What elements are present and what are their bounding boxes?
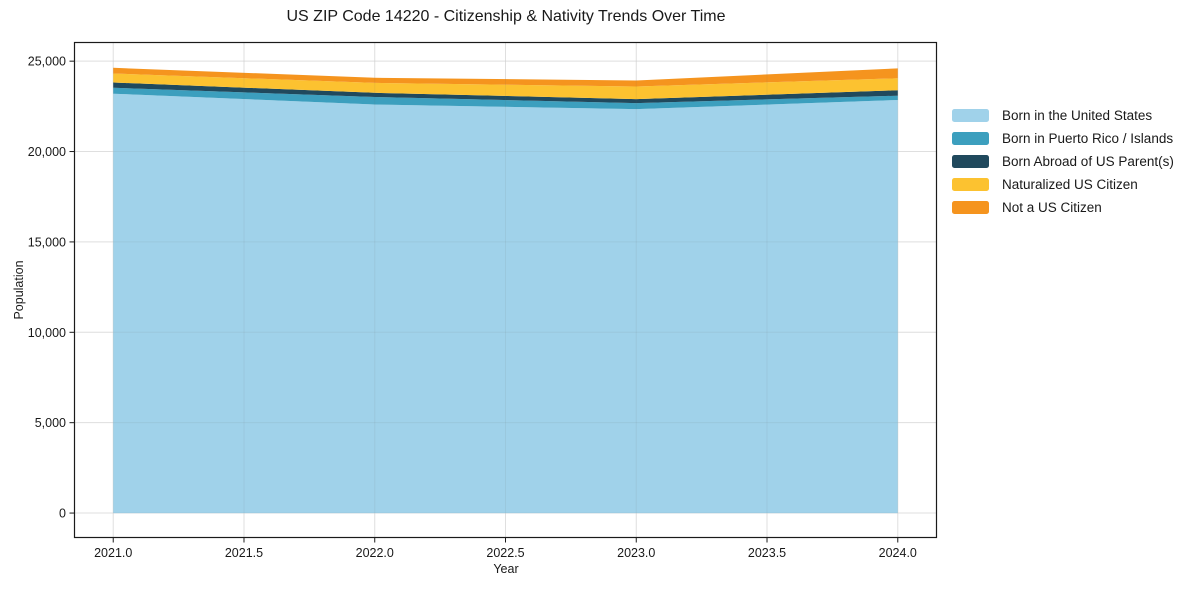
x-tick-label: 2024.0 xyxy=(879,546,917,560)
x-tick-label: 2023.0 xyxy=(617,546,655,560)
area-born-in-the-united-states xyxy=(113,93,898,514)
axis-tick-labels: 2021.0 2021.5 2022.0 2022.5 2023.0 2023.5 2024… xyxy=(28,55,917,560)
x-tick-label: 2022.0 xyxy=(356,546,394,560)
x-tick-label: 2023.5 xyxy=(748,546,786,560)
area-born-in-puerto-rico-islands xyxy=(113,87,898,110)
y-tick-label: 15,000 xyxy=(28,235,66,249)
stacked-areas xyxy=(113,67,898,514)
legend-item: Not a US Citizen xyxy=(952,196,1174,219)
y-tick-label: 0 xyxy=(59,507,66,521)
y-tick-label: 25,000 xyxy=(28,55,66,69)
legend-item: Born in Puerto Rico / Islands xyxy=(952,127,1174,150)
legend-swatch xyxy=(952,109,989,122)
x-tick-label: 2021.0 xyxy=(94,546,132,560)
y-tick-label: 20,000 xyxy=(28,145,66,159)
area-not-a-us-citizen xyxy=(113,67,898,87)
y-tick-label: 10,000 xyxy=(28,326,66,340)
legend-label: Born Abroad of US Parent(s) xyxy=(1002,154,1174,169)
area-naturalized-us-citizen xyxy=(113,73,898,100)
x-tick-label: 2022.5 xyxy=(486,546,524,560)
y-tick-label: 5,000 xyxy=(35,416,66,430)
legend-label: Naturalized US Citizen xyxy=(1002,177,1138,192)
legend-swatch xyxy=(952,201,989,214)
legend-label: Born in Puerto Rico / Islands xyxy=(1002,131,1174,146)
x-axis-label: Year xyxy=(493,562,519,576)
plot-frame xyxy=(73,41,938,539)
legend-label: Born in the United States xyxy=(1002,108,1153,123)
x-tick-label: 2021.5 xyxy=(225,546,263,560)
area-born-abroad-of-us-parent-s xyxy=(113,82,898,104)
gridlines-over xyxy=(74,42,937,538)
legend-item: Born in the United States xyxy=(952,104,1174,127)
legend-label: Not a US Citizen xyxy=(1002,200,1102,215)
legend-swatch xyxy=(952,132,989,145)
legend: Born in the United States Born in Puerto… xyxy=(952,104,1174,219)
chart-title: US ZIP Code 14220 - Citizenship & Nativi… xyxy=(286,8,726,25)
legend-item: Born Abroad of US Parent(s) xyxy=(952,150,1174,173)
legend-swatch xyxy=(952,155,989,168)
y-axis-label: Population xyxy=(12,260,26,320)
legend-item: Naturalized US Citizen xyxy=(952,173,1174,196)
axis-ticks xyxy=(69,60,899,543)
legend-swatch xyxy=(952,178,989,191)
